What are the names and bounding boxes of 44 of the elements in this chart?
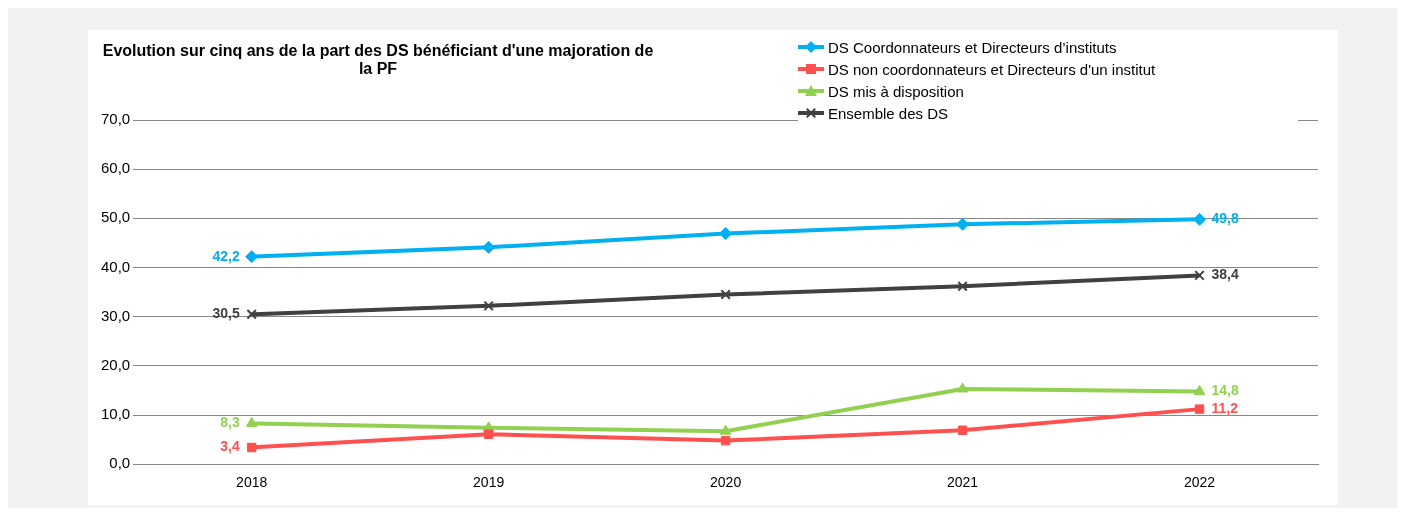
point — [245, 250, 259, 264]
point — [956, 382, 969, 393]
point — [957, 280, 968, 292]
y-tick-label: 50,0 — [100, 208, 131, 226]
y-tick-label: 60,0 — [100, 159, 131, 177]
y-tick-label: 30,0 — [100, 306, 131, 324]
legend-label: DS mis à disposition — [828, 82, 964, 100]
point — [246, 442, 257, 453]
point — [482, 240, 496, 254]
data-label: 42,2 — [212, 247, 240, 264]
point — [956, 217, 970, 231]
data-label: 3,4 — [220, 438, 240, 455]
x-tick-label: 2021 — [946, 474, 979, 491]
legend-label: DS non coordonnateurs et Directeurs d'un institut — [828, 60, 1156, 78]
y-tick-label: 20,0 — [100, 356, 131, 373]
x-tick-label: 2020 — [710, 474, 742, 491]
point — [1193, 212, 1207, 226]
point — [483, 300, 494, 312]
y-tick-label: 10,0 — [100, 405, 131, 423]
chart-title: Evolution sur cinq ans de la part des DS bénéficiant d'une majoration de la PF — [101, 42, 655, 78]
point — [957, 425, 968, 436]
point — [720, 435, 731, 446]
point — [245, 416, 258, 427]
y-tick-label: 0,0 — [109, 454, 131, 472]
point — [246, 308, 257, 320]
data-label: 8,3 — [220, 414, 240, 431]
point — [1194, 270, 1205, 281]
point — [719, 227, 733, 241]
point — [719, 424, 732, 435]
point — [1194, 404, 1205, 414]
point — [720, 289, 731, 300]
data-label: 38,4 — [1211, 266, 1239, 283]
legend-label: Ensemble des DS — [828, 104, 949, 122]
x-tick-label: 2018 — [236, 474, 268, 491]
y-tick-label: 40,0 — [100, 257, 131, 275]
data-label: 11,2 — [1211, 399, 1239, 416]
legend-label: DS Coordonnateurs et Directeurs d’instituts — [828, 38, 1117, 56]
data-label: 49,8 — [1211, 210, 1239, 227]
point — [483, 429, 494, 439]
data-label: 14,8 — [1211, 382, 1239, 399]
x-tick-label: 2019 — [473, 474, 505, 491]
point — [1193, 384, 1206, 395]
x-tick-label: 2022 — [1183, 474, 1216, 491]
y-tick-label: 70,0 — [100, 110, 131, 128]
